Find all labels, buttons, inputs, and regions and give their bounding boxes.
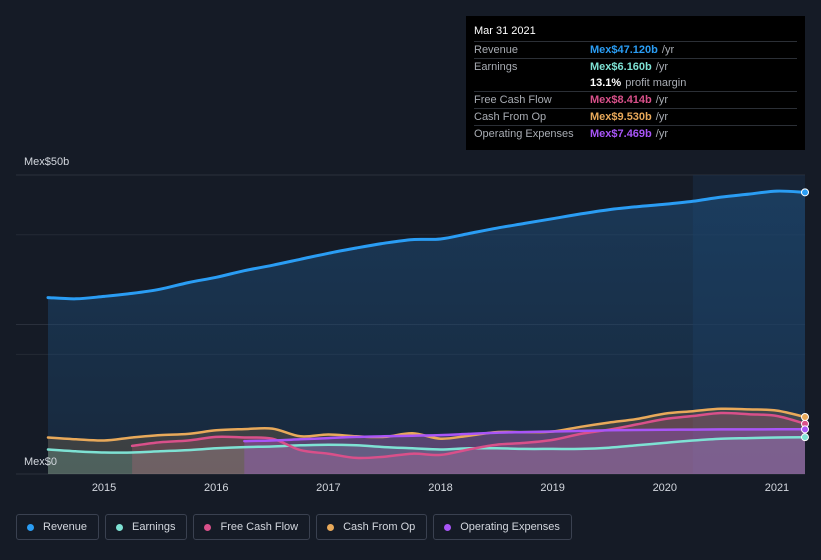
tooltip-date: Mar 31 2021: [474, 25, 536, 37]
legend-dot-icon: [444, 523, 452, 531]
x-tick-label: 2021: [764, 482, 790, 494]
x-tick-label: 2018: [428, 482, 453, 494]
legend-label: Revenue: [43, 521, 88, 533]
x-tick-label: 2015: [91, 482, 117, 494]
tooltip-value: Mex$6.160b: [590, 61, 652, 73]
tooltip-value: Mex$8.414b: [590, 94, 652, 106]
series-end-marker-cash-from-op: [801, 413, 809, 422]
x-tick-label: 2020: [652, 482, 678, 494]
tooltip-label: [474, 75, 590, 91]
series-area-revenue: [48, 191, 805, 474]
series-end-marker-revenue: [801, 188, 809, 197]
tooltip-value: Mex$47.120b: [590, 44, 658, 56]
legend-label: Cash From Op: [343, 521, 416, 533]
tooltip-row-profit-margin: 13.1% profit margin: [474, 75, 797, 91]
y-axis-min-label: Mex$0: [24, 456, 58, 468]
legend-item-cash-from-op[interactable]: Cash From Op: [316, 514, 428, 540]
series-line-operating-expenses: [243, 428, 807, 443]
legend-label: Earnings: [132, 521, 176, 533]
legend-dot-icon: [116, 523, 124, 531]
tooltip-unit: /yr: [661, 44, 675, 56]
tooltip-unit: /yr: [655, 128, 668, 140]
legend-label: Operating Expenses: [460, 521, 560, 533]
legend-item-earnings[interactable]: Earnings: [105, 514, 188, 540]
tooltip-label: Earnings: [474, 61, 518, 73]
x-tick-label: 2019: [540, 482, 565, 494]
series-line-earnings: [46, 435, 807, 454]
legend-item-revenue[interactable]: Revenue: [16, 514, 100, 540]
financial-line-chart: [16, 174, 809, 475]
series-end-marker-operating-expenses: [801, 425, 809, 434]
series-line-free-cash-flow: [130, 411, 807, 460]
tooltip-row-cash-from-op: Cash From Op Mex$9.530b /yr: [474, 108, 797, 125]
legend-label: Free Cash Flow: [220, 521, 299, 533]
series-line-revenue: [46, 189, 807, 301]
tooltip-row-earnings: Earnings Mex$6.160b /yr: [474, 58, 797, 75]
tooltip-panel: Mar 31 2021 Revenue Mex$47.120b /yr Earn…: [466, 16, 805, 150]
legend-dot-icon: [27, 523, 34, 531]
tooltip-label: Operating Expenses: [474, 128, 574, 140]
legend-dot-icon: [204, 523, 212, 531]
tooltip-value: Mex$7.469b: [590, 128, 652, 140]
chart-legend: Revenue Earnings Free Cash Flow Cash Fro…: [16, 514, 572, 540]
legend-item-operating-expenses[interactable]: Operating Expenses: [433, 514, 572, 540]
y-axis-max-label: Mex$50b: [24, 156, 70, 168]
tooltip-label: Revenue: [474, 44, 519, 56]
series-area-cash-from-op: [48, 408, 805, 474]
legend-dot-icon: [327, 523, 335, 531]
tooltip-unit: /yr: [655, 61, 668, 73]
x-tick-label: 2016: [203, 482, 229, 494]
tooltip-unit: /yr: [655, 111, 668, 123]
tooltip-value: 13.1%: [590, 77, 622, 89]
tooltip-unit: profit margin: [625, 77, 687, 89]
tooltip-row-free-cash-flow: Free Cash Flow Mex$8.414b /yr: [474, 91, 797, 108]
tooltip-unit: /yr: [655, 94, 668, 106]
tooltip-label: Cash From Op: [474, 111, 547, 123]
series-end-marker-earnings: [801, 433, 809, 442]
x-tick-label: 2017: [316, 482, 341, 494]
tooltip-row-operating-expenses: Operating Expenses Mex$7.469b /yr: [474, 125, 797, 142]
tooltip-value: Mex$9.530b: [590, 111, 652, 123]
tooltip-label: Free Cash Flow: [474, 94, 552, 106]
series-area-operating-expenses: [244, 429, 806, 474]
tooltip-row-revenue: Revenue Mex$47.120b /yr: [474, 41, 797, 58]
series-area-free-cash-flow: [132, 412, 806, 474]
legend-item-free-cash-flow[interactable]: Free Cash Flow: [193, 514, 311, 540]
